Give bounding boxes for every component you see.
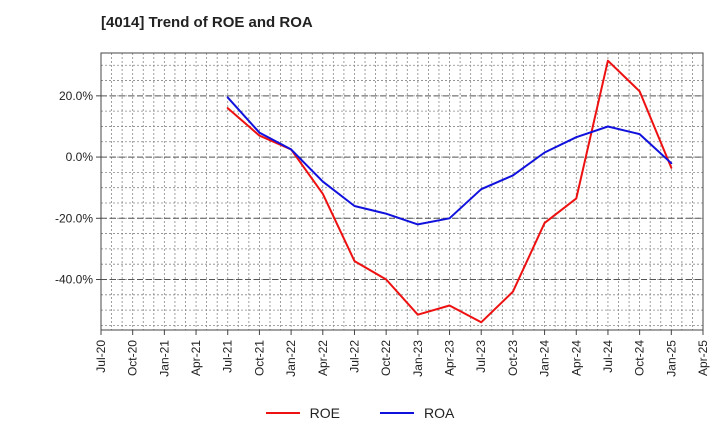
series-line-roa — [226, 96, 673, 226]
plot-frame — [100, 52, 704, 331]
x-tick-label: Jan-24 — [538, 340, 552, 377]
x-tick-label: Oct-24 — [633, 340, 647, 376]
legend-label-roe: ROE — [309, 405, 340, 421]
x-tick-label: Oct-20 — [126, 340, 140, 376]
x-tick-label: Oct-21 — [252, 340, 266, 376]
x-tick-label: Jan-21 — [157, 340, 171, 377]
x-tick-label: Apr-24 — [569, 340, 583, 376]
series-line-roe — [226, 59, 673, 324]
y-tick-label: 20.0% — [59, 89, 93, 103]
y-tick-label: -40.0% — [55, 272, 93, 286]
x-tick-label: Oct-22 — [379, 340, 393, 376]
x-tick-label: Jul-24 — [601, 340, 615, 373]
legend-item-roe: ROE — [265, 405, 340, 421]
x-tick-label: Jul-21 — [221, 340, 235, 373]
legend-label-roa: ROA — [424, 405, 455, 421]
x-tick-label: Jul-22 — [347, 340, 361, 373]
y-tick-label: -20.0% — [55, 211, 93, 225]
x-tick-label: Jul-23 — [474, 340, 488, 373]
x-tick-label: Jan-25 — [664, 340, 678, 377]
x-tick-label: Jan-22 — [284, 340, 298, 377]
x-tick-label: Apr-22 — [316, 340, 330, 376]
grid — [101, 53, 703, 330]
legend-swatch-roe — [265, 412, 300, 414]
x-tick-label: Apr-21 — [189, 340, 203, 376]
legend-item-roa: ROA — [380, 405, 454, 421]
x-tick-label: Jul-20 — [94, 340, 108, 373]
series-lines — [226, 59, 673, 324]
legend-swatch-roa — [380, 412, 414, 414]
x-tick-label: Apr-25 — [696, 340, 710, 376]
axes: 20.0% 0.0% -20.0% -40.0% Jul-20 Oct-20 Jan-21 A… — [55, 52, 710, 377]
x-tick-label: Apr-23 — [443, 340, 457, 376]
x-tick-label: Jan-23 — [411, 340, 425, 377]
chart-title: [4014] Trend of ROE and ROA — [101, 14, 313, 31]
y-tick-label: 0.0% — [66, 150, 94, 164]
x-tick-label: Oct-23 — [506, 340, 520, 376]
legend: ROE ROA — [0, 405, 720, 421]
